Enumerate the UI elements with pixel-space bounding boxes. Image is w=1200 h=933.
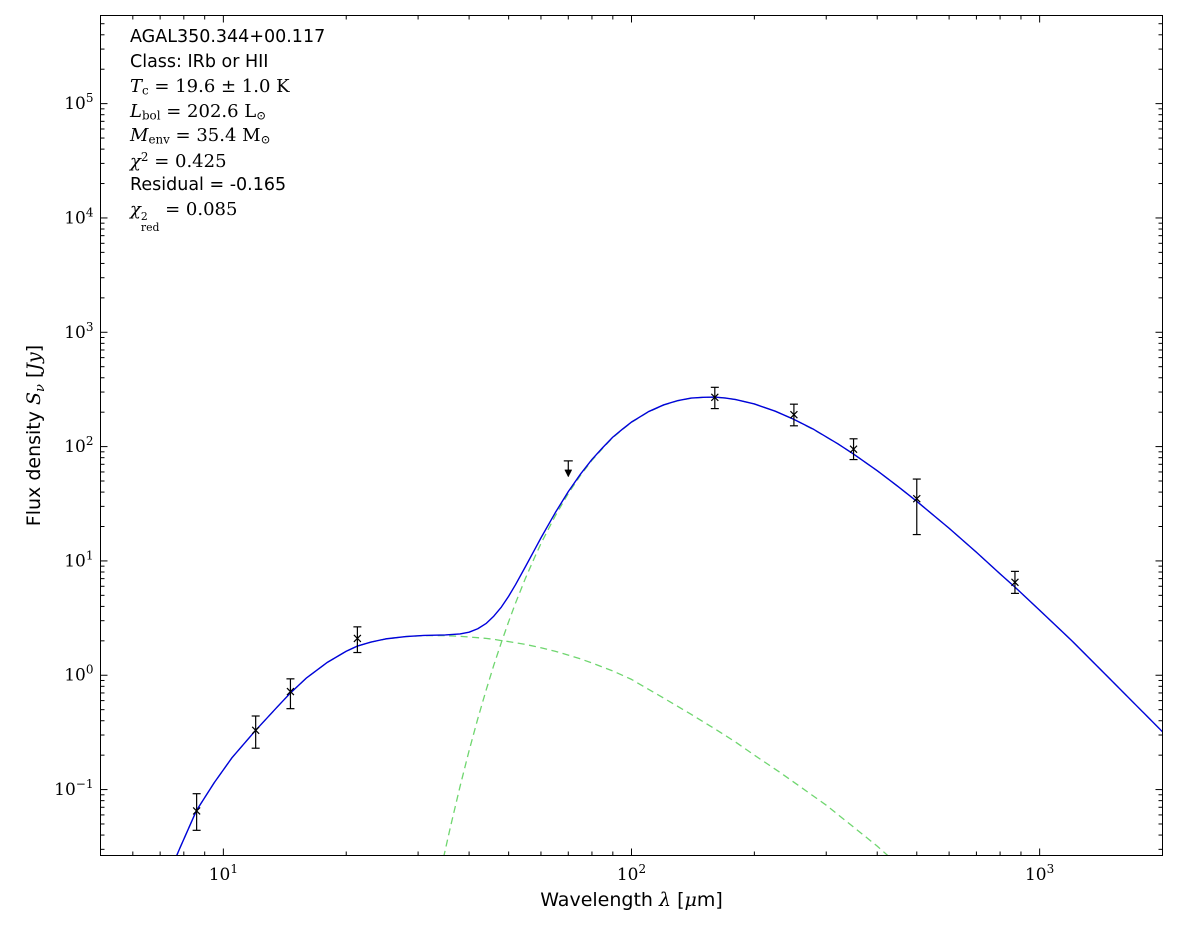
fit-curves <box>175 396 1163 856</box>
best-fit-total-curve <box>175 396 1163 856</box>
source-info-annotation: AGAL350.344+00.117 Class: IRb or HII Tc = … <box>130 27 326 235</box>
y-tick-label: 103 <box>64 320 93 343</box>
annotation-line-2: Class: IRb or HII <box>130 51 269 72</box>
annotation-line-3: Tc = 19.6 ± 1.0 K <box>130 76 290 98</box>
x-tick-label: 101 <box>209 862 238 885</box>
annotation-line-8: χ 2 red = 0.085 <box>130 199 238 235</box>
axes-border <box>100 15 1163 856</box>
axis-ticks <box>100 15 1163 856</box>
annotation-line-5: Menv = 35.4 M⊙ <box>130 125 271 147</box>
annotation-line-7: Residual = -0.165 <box>130 174 287 195</box>
cold-greybody-component-curve <box>443 396 1163 856</box>
x-axis-label: Wavelength λ [μm] <box>540 889 723 911</box>
x-tick-label: 103 <box>1025 862 1054 885</box>
photometry-points <box>192 386 1019 831</box>
y-tick-label: 104 <box>64 205 94 228</box>
y-tick-label: 101 <box>64 548 93 571</box>
annotation-line-6: χ2 = 0.425 <box>130 149 227 172</box>
y-axis-label: Flux density Sν [Jy] <box>23 345 48 526</box>
annotation-line-1: AGAL350.344+00.117 <box>130 27 326 47</box>
down-arrow-icon <box>564 469 573 478</box>
y-tick-label: 105 <box>64 91 93 114</box>
y-tick-label: 102 <box>64 434 93 457</box>
x-tick-label: 102 <box>617 862 646 885</box>
y-tick-label: 100 <box>64 663 93 686</box>
annotation-line-4: Lbol = 202.6 L⊙ <box>130 100 267 123</box>
y-tick-label: 10−1 <box>54 777 93 800</box>
